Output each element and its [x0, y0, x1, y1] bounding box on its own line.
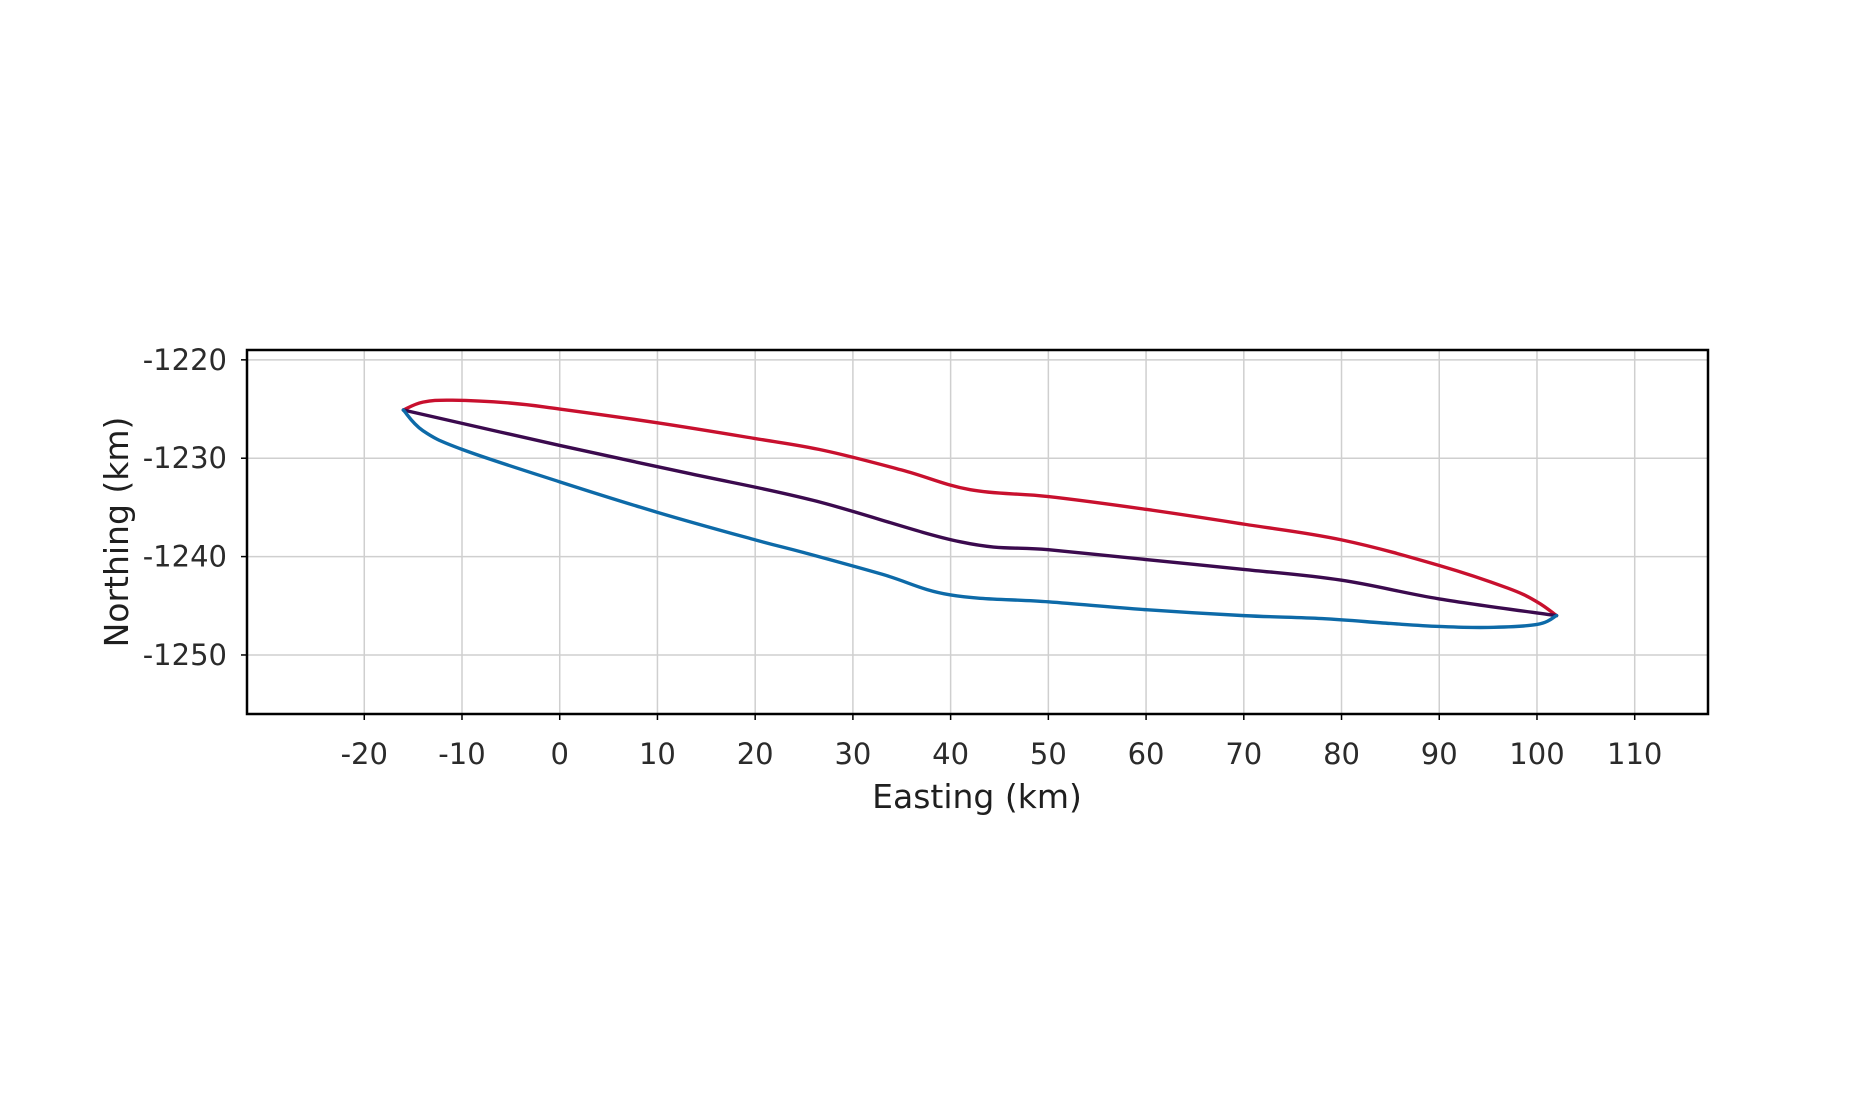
x-tick-label: 90	[1421, 737, 1458, 771]
y-tick-label: -1230	[143, 441, 227, 475]
x-tick-label: 110	[1607, 737, 1662, 771]
x-tick-label: 30	[834, 737, 871, 771]
y-tick-label: -1240	[143, 540, 227, 574]
x-tick-label: 20	[737, 737, 774, 771]
x-tick-label: 60	[1128, 737, 1165, 771]
series-group	[401, 398, 1559, 630]
y-tick-label: -1220	[143, 343, 227, 377]
series-line-1	[401, 398, 1559, 618]
x-tick-label: 10	[639, 737, 676, 771]
x-tick-label: 0	[550, 737, 568, 771]
x-tick-label: 40	[932, 737, 969, 771]
plot-area-background	[247, 350, 1708, 714]
x-tick-label: 70	[1225, 737, 1262, 771]
x-axis-ticks: -20 -10 0 10 20 30 40 50 60 70 80 90 100 110	[341, 714, 1662, 771]
x-axis-title: Easting (km)	[872, 777, 1082, 816]
y-tick-label: -1250	[143, 638, 227, 672]
y-axis-title: Northing (km)	[97, 417, 136, 648]
x-tick-label: 50	[1030, 737, 1067, 771]
series-line-3	[401, 408, 1559, 630]
plot-frame	[245, 348, 1710, 716]
x-tick-label: -20	[341, 737, 388, 771]
x-tick-label: 80	[1323, 737, 1360, 771]
y-axis-ticks: -1220 -1230 -1240 -1250	[143, 343, 247, 672]
series-line-2	[401, 408, 1559, 618]
x-tick-label: -10	[438, 737, 485, 771]
x-tick-label: 100	[1509, 737, 1564, 771]
